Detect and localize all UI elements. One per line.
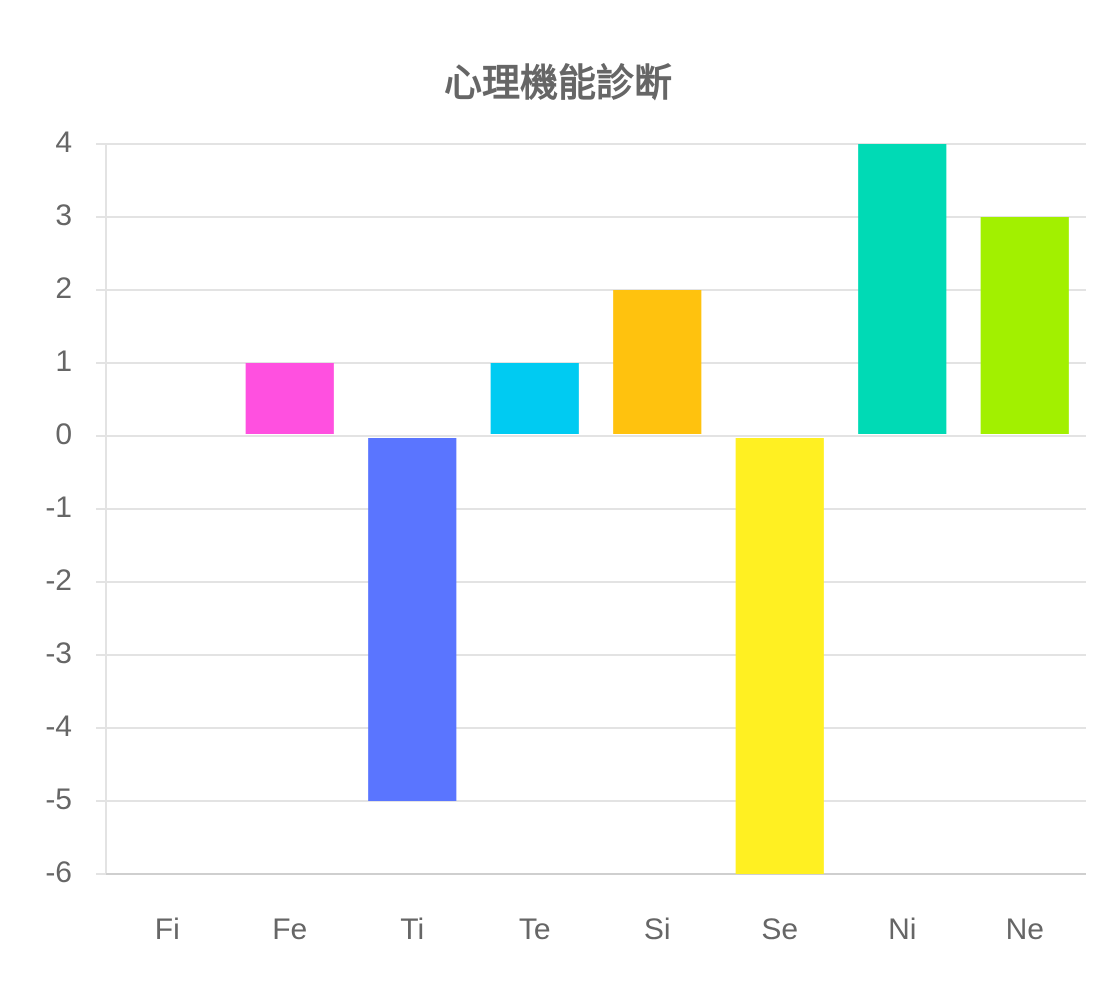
x-tick-label: Se bbox=[761, 913, 798, 946]
y-tick-label: 3 bbox=[55, 199, 72, 232]
y-tick-label: 1 bbox=[55, 345, 72, 378]
x-tick-label: Fe bbox=[272, 913, 307, 946]
y-tick-label: -3 bbox=[45, 637, 72, 670]
y-tick-label: 4 bbox=[55, 126, 72, 159]
y-tick-label: 0 bbox=[55, 418, 72, 451]
bar bbox=[368, 438, 457, 801]
bar bbox=[858, 144, 947, 434]
bar bbox=[735, 438, 824, 874]
y-tick-label: 2 bbox=[55, 272, 72, 305]
x-tick-label: Ne bbox=[1006, 913, 1044, 946]
x-tick-label: Ti bbox=[400, 913, 424, 946]
x-tick-label: Te bbox=[519, 913, 551, 946]
y-tick-label: -5 bbox=[45, 783, 72, 816]
bar bbox=[613, 290, 702, 434]
y-tick-label: -2 bbox=[45, 564, 72, 597]
y-tick-label: -1 bbox=[45, 491, 72, 524]
y-tick-label: -4 bbox=[45, 710, 72, 743]
x-tick-label: Fi bbox=[155, 913, 180, 946]
x-tick-label: Ni bbox=[888, 913, 916, 946]
y-tick-label: -6 bbox=[45, 856, 72, 889]
bar bbox=[490, 363, 579, 434]
bar bbox=[245, 363, 334, 434]
x-tick-label: Si bbox=[644, 913, 671, 946]
bar bbox=[980, 217, 1069, 434]
chart-title: 心理機能診断 bbox=[444, 63, 672, 105]
